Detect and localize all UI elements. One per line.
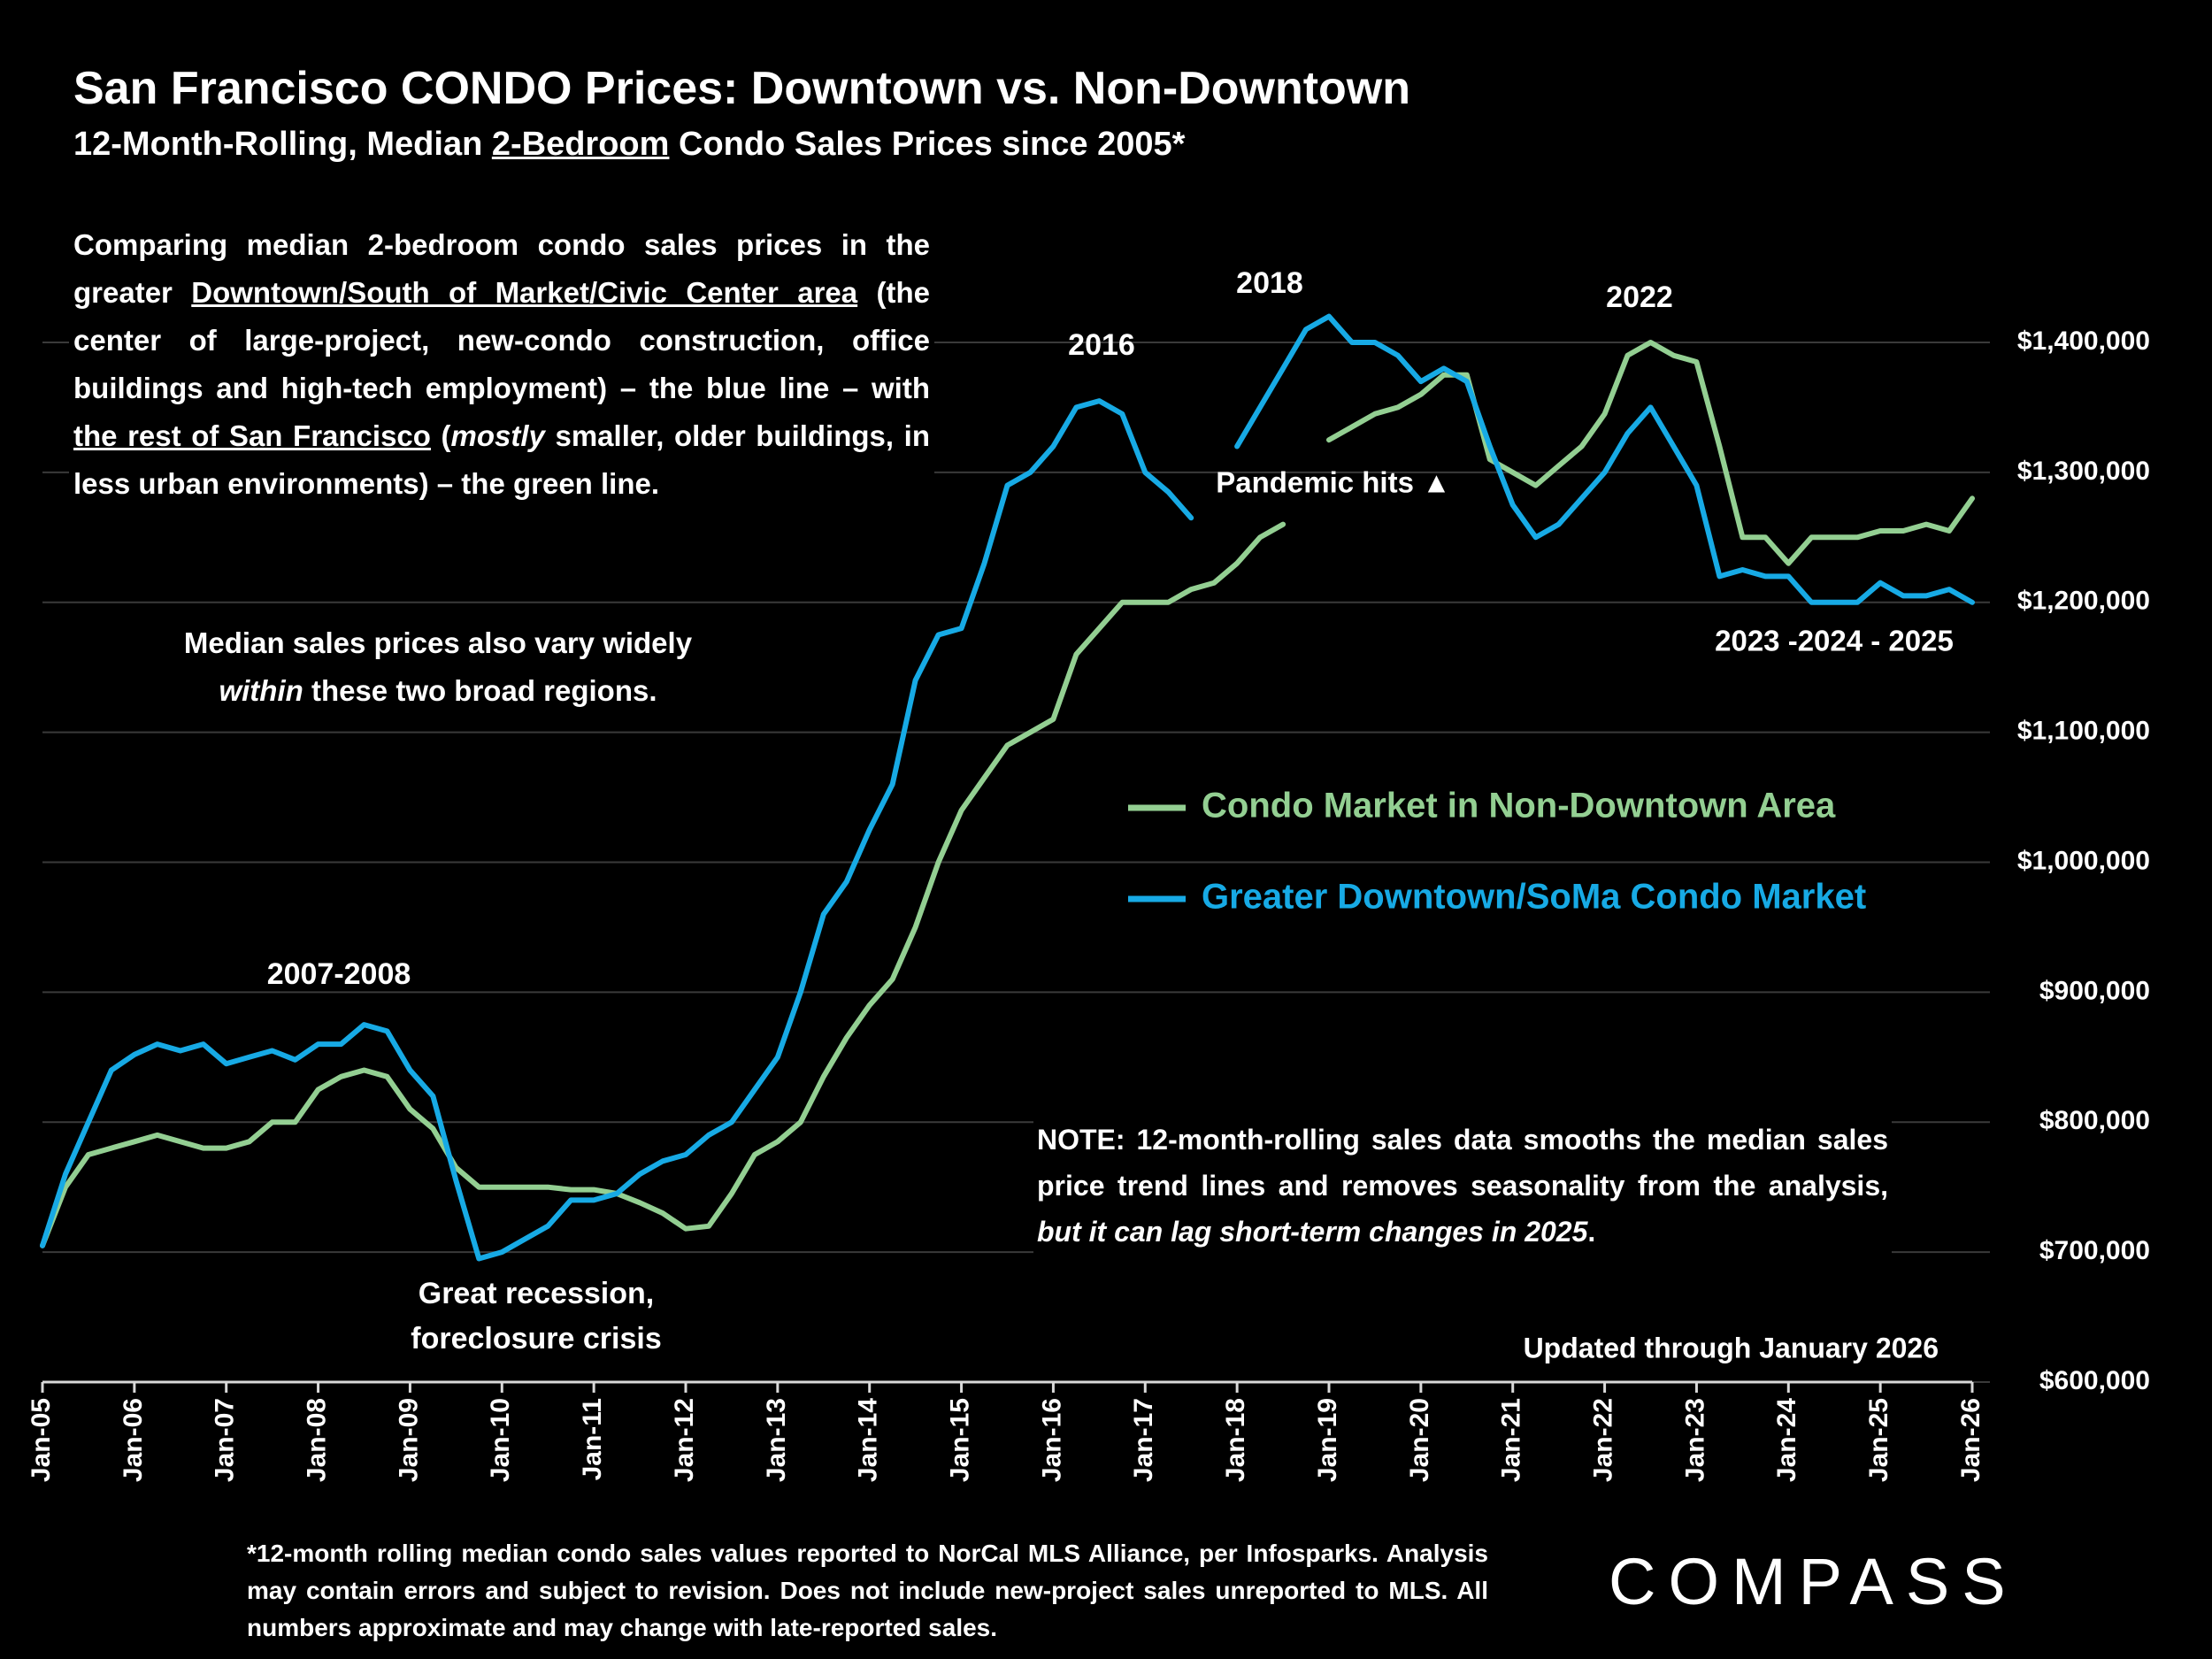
- subtitle-text: 2-Bedroom: [491, 126, 670, 163]
- x-tick-label: Jan-15: [945, 1398, 974, 1482]
- x-tick-label: Jan-12: [670, 1398, 699, 1482]
- series-line: [40, 340, 1975, 1248]
- footnote: *12-month rolling median condo sales val…: [247, 1535, 1488, 1647]
- legend-label: Greater Downtown/SoMa Condo Market: [1202, 878, 1866, 917]
- note-text: Downtown/South of Market/Civic Center ar…: [191, 276, 858, 309]
- annotation: 2007-2008: [267, 957, 411, 991]
- series-line: [40, 313, 1975, 1262]
- annotation: Great recession,: [419, 1277, 654, 1310]
- subtitle-text: Condo Sales Prices since 2005*: [669, 126, 1186, 163]
- note-text: the rest of San Francisco: [73, 419, 431, 452]
- x-tick-label: Jan-19: [1313, 1398, 1342, 1482]
- x-tick-label: Jan-06: [119, 1398, 148, 1482]
- x-tick-label: Jan-17: [1129, 1398, 1158, 1482]
- x-tick-label: Jan-10: [486, 1398, 515, 1482]
- chart-subtitle: 12-Month-Rolling, Median 2-Bedroom Condo…: [73, 126, 1186, 164]
- y-tick-label: $800,000: [2039, 1106, 2150, 1135]
- x-tick-label: Jan-22: [1588, 1398, 1617, 1482]
- y-tick-label: $900,000: [2039, 976, 2150, 1005]
- note-text: (the center of large-project, new-condo …: [73, 276, 930, 404]
- annotation: 2018: [1236, 266, 1303, 300]
- annotation: Updated through January 2026: [1524, 1332, 1939, 1363]
- x-tick-label: Jan-11: [578, 1398, 607, 1480]
- x-tick-label: Jan-23: [1680, 1398, 1709, 1482]
- y-tick-label: $700,000: [2039, 1236, 2150, 1265]
- annotation: Pandemic hits ▲: [1216, 466, 1451, 499]
- note-text: Median sales prices also vary widely: [183, 626, 693, 659]
- method-note: NOTE: 12-month-rolling sales data smooth…: [1033, 1117, 1892, 1255]
- annotation: 2023 -2024 - 2025: [1715, 625, 1954, 657]
- x-tick-label: Jan-05: [27, 1398, 56, 1482]
- x-tick-label: Jan-13: [762, 1398, 791, 1482]
- subtitle-text: 12-Month-Rolling, Median: [73, 126, 492, 163]
- y-tick-label: $1,300,000: [2017, 457, 2150, 486]
- x-tick-label: Jan-08: [302, 1398, 331, 1482]
- chart-title: San Francisco CONDO Prices: Downtown vs.…: [73, 62, 1411, 115]
- note-text: Comparing median 2-bedroom condo sales p…: [73, 228, 930, 309]
- y-tick-label: $600,000: [2039, 1366, 2150, 1395]
- legend-label: Condo Market in Non-Downtown Area: [1202, 787, 1836, 826]
- note-text: mostly: [450, 419, 545, 452]
- annotation: 2022: [1606, 280, 1673, 314]
- x-tick-label: Jan-25: [1864, 1398, 1893, 1482]
- x-tick-label: Jan-18: [1221, 1398, 1250, 1482]
- x-tick-label: Jan-26: [1956, 1398, 1985, 1482]
- x-tick-label: Jan-14: [854, 1398, 883, 1482]
- x-tick-label: Jan-20: [1405, 1398, 1434, 1482]
- x-tick-label: Jan-21: [1497, 1398, 1526, 1482]
- note-text: these two broad regions.: [303, 674, 657, 707]
- note-text: within: [219, 674, 303, 707]
- y-tick-label: $1,200,000: [2017, 587, 2150, 616]
- x-tick-label: Jan-09: [394, 1398, 423, 1482]
- x-tick-label: Jan-16: [1037, 1398, 1066, 1482]
- note-text: smaller, older buildings, in less urban …: [73, 419, 930, 500]
- y-tick-label: $1,000,000: [2017, 846, 2150, 875]
- x-tick-label: Jan-07: [211, 1398, 240, 1482]
- intro-note: Comparing median 2-bedroom condo sales p…: [69, 221, 934, 508]
- note-text: (: [430, 419, 451, 452]
- note-text: NOTE: 12-month-rolling sales data smooth…: [1037, 1124, 1888, 1202]
- note-text: but it can lag short-term changes in 202…: [1037, 1216, 1588, 1248]
- y-tick-label: $1,100,000: [2017, 717, 2150, 746]
- annotation: foreclosure crisis: [411, 1322, 661, 1356]
- annotation: 2016: [1068, 328, 1135, 362]
- brand-logo: COMPASS: [1609, 1544, 2018, 1619]
- regions-note: Median sales prices also vary widely wit…: [106, 619, 770, 715]
- x-tick-label: Jan-24: [1772, 1398, 1801, 1482]
- y-tick-label: $1,400,000: [2017, 326, 2150, 356]
- note-text: .: [1587, 1216, 1596, 1248]
